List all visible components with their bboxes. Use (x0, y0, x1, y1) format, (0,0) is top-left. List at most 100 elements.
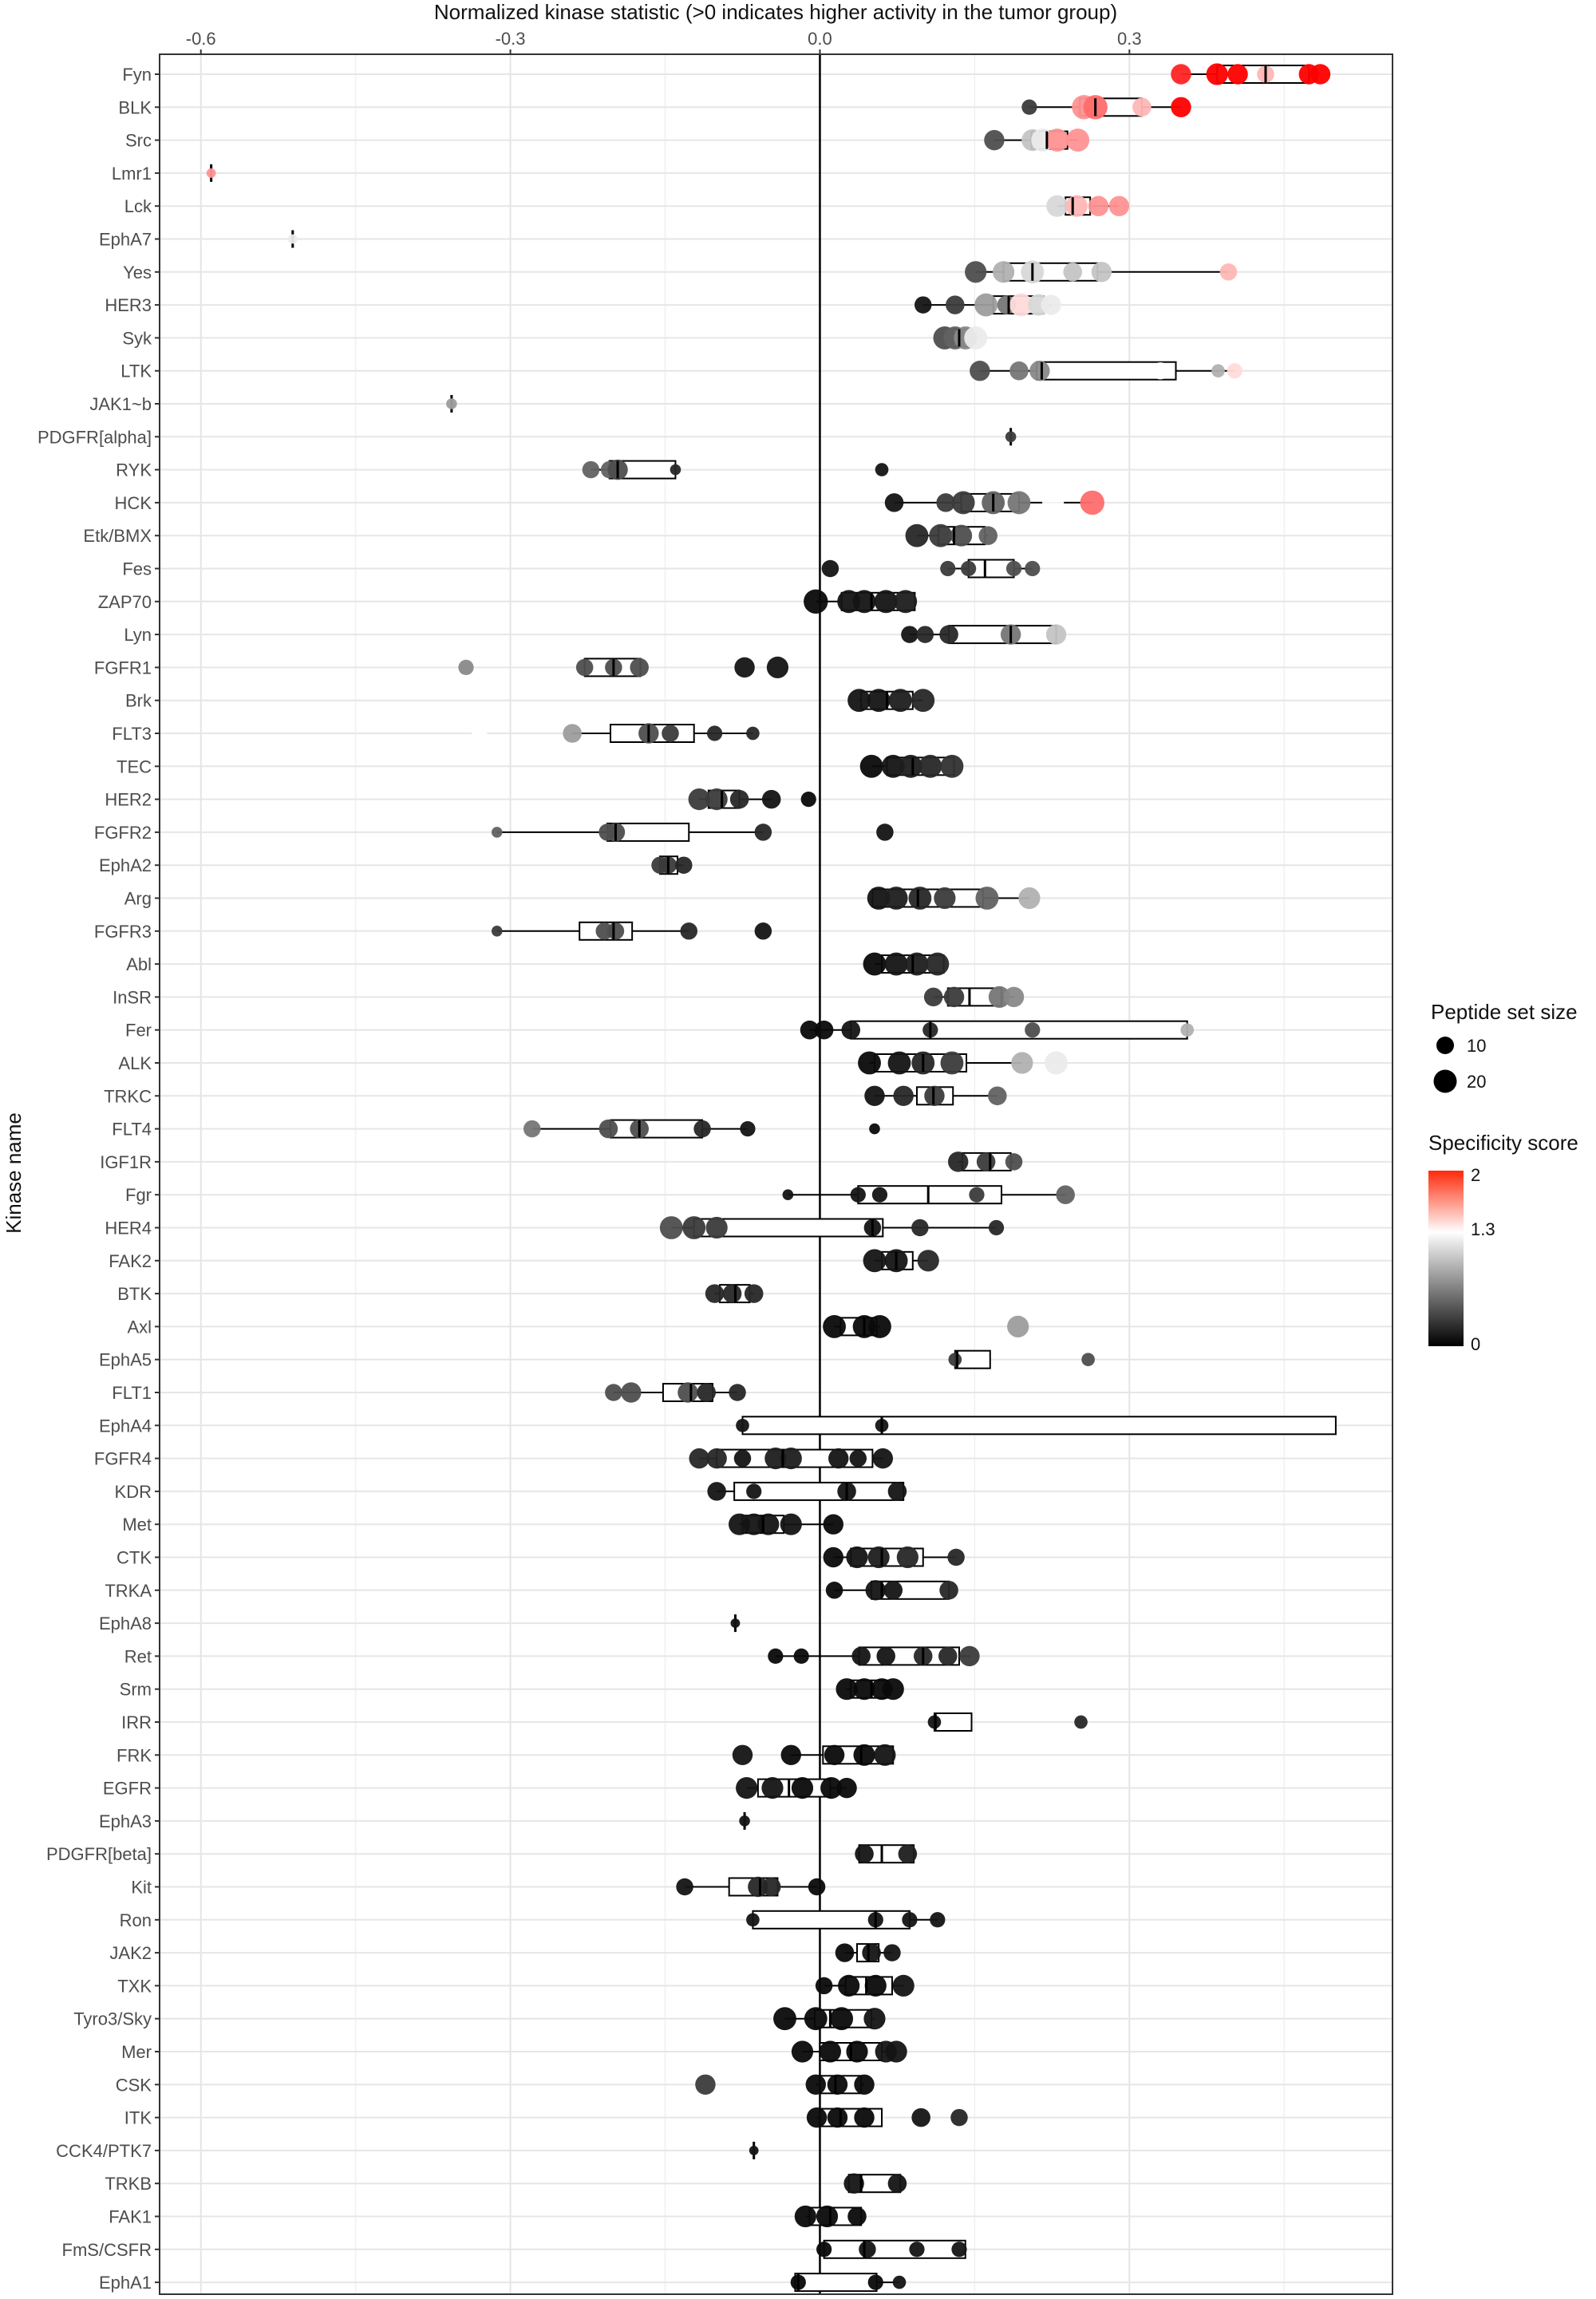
data-point (951, 2242, 967, 2258)
data-point (939, 625, 958, 644)
data-point (1005, 1153, 1023, 1171)
y-tick-label: Syk (122, 328, 152, 348)
data-point (693, 1120, 711, 1138)
data-point (850, 1187, 866, 1203)
data-point (678, 1382, 698, 1403)
data-point (1029, 360, 1050, 381)
data-point (1180, 1023, 1195, 1037)
y-tick-label: TRKC (104, 1086, 152, 1106)
size-legend-label-10: 10 (1467, 1036, 1486, 1056)
data-point (820, 1777, 843, 1799)
data-point (1171, 64, 1191, 85)
kinase-row-her2 (688, 788, 816, 811)
data-point (911, 1219, 929, 1237)
y-tick-label: Kit (131, 1878, 152, 1898)
data-point (1041, 294, 1061, 315)
kinase-row-epha3 (739, 1811, 750, 1830)
kinase-row-fms-csfr (816, 2239, 967, 2259)
kinase-row-ron (746, 1910, 946, 1930)
data-point (882, 1678, 904, 1701)
data-point (706, 1448, 727, 1469)
data-point (867, 2274, 883, 2290)
y-tick-label: EphA1 (99, 2273, 152, 2293)
data-point (940, 1051, 964, 1075)
size-legend-dot-10 (1436, 1037, 1454, 1054)
y-tick-label: LTK (120, 361, 152, 381)
grid (160, 54, 1393, 2294)
y-tick-label: FGFR2 (94, 823, 152, 843)
size-legend: Peptide set size 10 20 (1431, 1000, 1578, 1093)
kinase-row-fgfr1 (458, 656, 789, 679)
data-point (894, 590, 918, 614)
y-tick-label: TXK (117, 1976, 152, 1996)
data-point (947, 1151, 969, 1172)
data-point (729, 789, 749, 809)
data-point (940, 560, 956, 577)
data-point (800, 1020, 820, 1040)
data-point (838, 1974, 860, 1997)
kinase-row-fer (800, 1020, 1195, 1040)
data-point (887, 1482, 907, 1501)
data-point (722, 1284, 742, 1303)
data-point (1074, 1715, 1088, 1729)
data-point (780, 1744, 801, 1766)
data-point (605, 1384, 622, 1401)
box (850, 1020, 1188, 1040)
data-point (761, 1777, 784, 1799)
data-point (917, 1250, 939, 1272)
y-tick-label: Fer (125, 1021, 152, 1041)
data-point (872, 1448, 894, 1469)
data-point (914, 296, 932, 314)
data-point (816, 2205, 839, 2228)
data-point (887, 2174, 907, 2193)
y-tick-label: Abl (126, 954, 152, 974)
data-point (1056, 1185, 1075, 1204)
data-point (793, 1648, 809, 1665)
kinase-row-axl (823, 1314, 1029, 1338)
data-point (909, 2242, 925, 2258)
size-legend-label-20: 20 (1467, 1072, 1486, 1092)
data-point (950, 2108, 968, 2127)
data-point (523, 1120, 541, 1138)
y-tick-label: EphA2 (99, 855, 152, 875)
kinase-row-zap70 (804, 589, 918, 614)
box (1002, 262, 1099, 282)
data-point (863, 1249, 887, 1273)
data-point (859, 754, 883, 778)
y-tick-label: Yes (123, 263, 152, 282)
box (609, 1119, 704, 1139)
data-point (827, 2074, 848, 2096)
data-point (946, 295, 965, 314)
data-point (847, 689, 871, 713)
data-point (682, 1216, 706, 1239)
y-axis-title: Kinase name (2, 1112, 26, 1234)
kinase-row-flt3 (472, 723, 760, 744)
data-point (791, 2040, 814, 2063)
kinase-row-pdgfr-alpha- (1005, 428, 1017, 446)
y-tick-label: Fgr (125, 1185, 152, 1205)
data-point (930, 1912, 946, 1928)
y-tick-label: EGFR (103, 1779, 152, 1799)
data-point (782, 1189, 794, 1200)
data-point (950, 524, 973, 547)
data-point (885, 2040, 907, 2063)
data-point (582, 460, 600, 479)
kinase-row-trkc (864, 1085, 1007, 1107)
data-point (883, 1581, 903, 1600)
y-tick-label: Fes (122, 559, 152, 579)
kinase-row-yes (965, 260, 1238, 284)
data-point (458, 659, 474, 676)
y-tick-label: ZAP70 (98, 592, 152, 612)
data-point (689, 1448, 709, 1469)
kinase-row-kdr (707, 1481, 907, 1501)
plot-marks (206, 63, 1337, 2293)
data-point (934, 887, 956, 910)
data-point (791, 1777, 814, 1799)
data-point (621, 1382, 642, 1403)
y-tick-label: FRK (117, 1745, 152, 1765)
data-point (874, 590, 898, 614)
y-tick-label: Src (125, 131, 152, 151)
kinase-row-itk (806, 2107, 968, 2128)
kinase-row-syk (933, 326, 988, 350)
data-point (855, 1844, 874, 1863)
